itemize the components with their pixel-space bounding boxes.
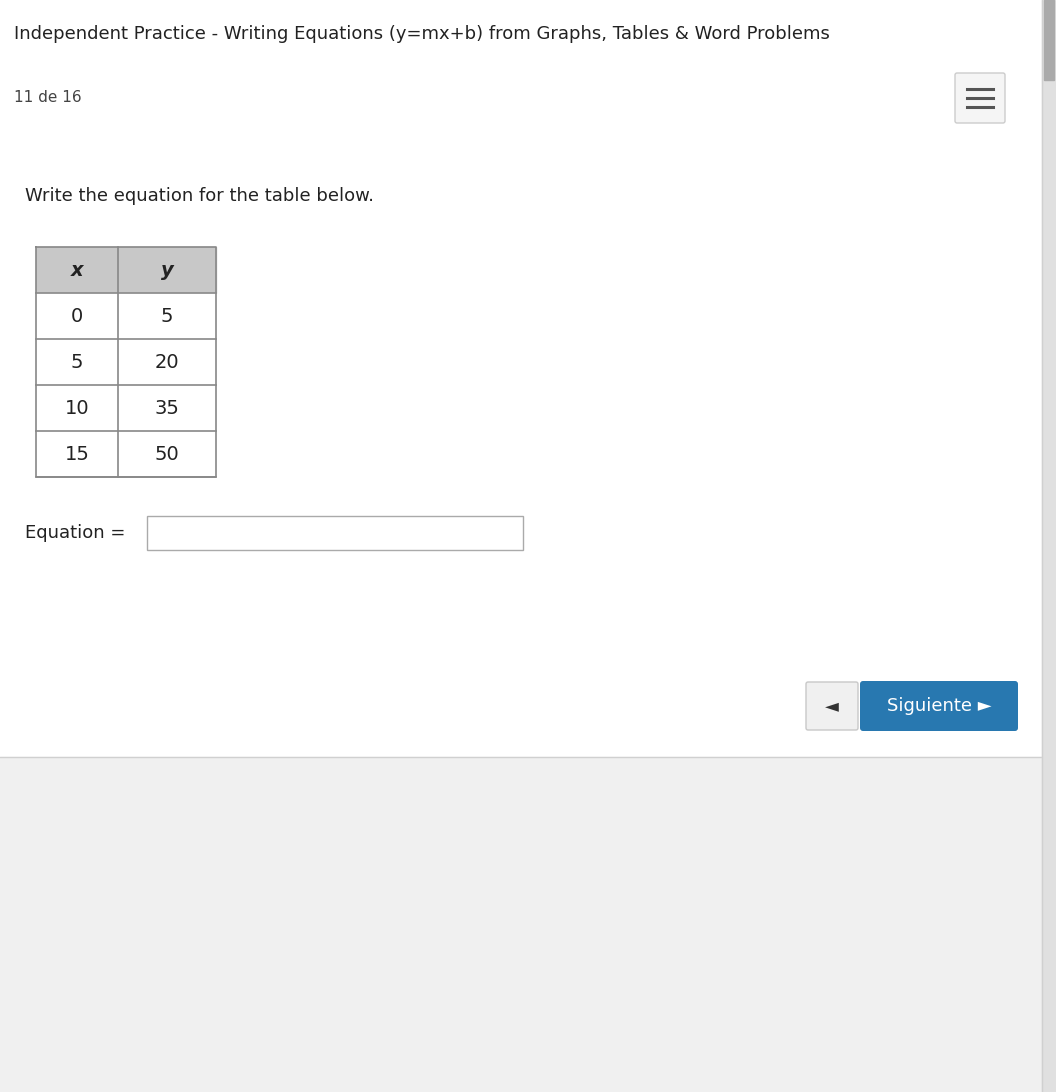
Text: ◄: ◄: [825, 697, 838, 715]
Text: 20: 20: [154, 353, 180, 371]
Text: Write the equation for the table below.: Write the equation for the table below.: [25, 187, 374, 205]
Bar: [0, 757, 1056, 1092]
Text: 0: 0: [71, 307, 83, 325]
Bar: [36, 293, 216, 339]
Bar: [1042, 0, 1056, 1092]
Bar: [0, 0, 1056, 757]
Text: 35: 35: [154, 399, 180, 417]
Text: Independent Practice - Writing Equations (y=mx+b) from Graphs, Tables & Word Pro: Independent Practice - Writing Equations…: [14, 25, 830, 43]
Bar: [36, 339, 216, 385]
Text: 50: 50: [154, 444, 180, 463]
FancyBboxPatch shape: [955, 73, 1005, 123]
Text: Siguiente ►: Siguiente ►: [887, 697, 992, 715]
Text: 11 de 16: 11 de 16: [14, 91, 81, 106]
Text: 5: 5: [161, 307, 173, 325]
Bar: [36, 247, 216, 293]
Text: Equation =: Equation =: [25, 524, 126, 542]
Bar: [1044, 0, 1054, 80]
Text: 15: 15: [64, 444, 90, 463]
Text: 5: 5: [71, 353, 83, 371]
Bar: [36, 385, 216, 431]
FancyBboxPatch shape: [860, 681, 1018, 731]
Text: x: x: [71, 261, 83, 280]
Text: y: y: [161, 261, 173, 280]
Text: 10: 10: [64, 399, 90, 417]
Bar: [147, 517, 523, 550]
FancyBboxPatch shape: [806, 682, 857, 729]
Bar: [36, 431, 216, 477]
